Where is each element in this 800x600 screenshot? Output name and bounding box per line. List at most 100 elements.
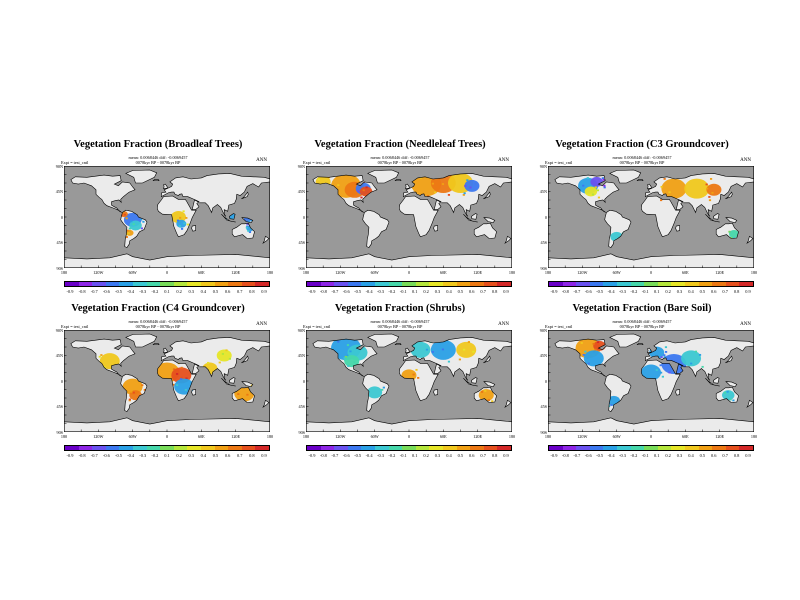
season-label: ANN — [256, 322, 267, 327]
map-stats: mean: 0.0068446 diff: -0.0069457 — [612, 319, 672, 324]
anomaly-cell — [346, 344, 350, 346]
latitude-label: 45N — [539, 353, 547, 358]
longitude-label: 180 — [302, 270, 310, 275]
map-period: 0078kyr BP - 0078kyr BP — [619, 160, 665, 165]
colorbar-label: 0.6 — [224, 453, 231, 458]
map-period: 0078kyr BP - 0078kyr BP — [135, 160, 181, 165]
colorbar-swatch — [105, 446, 120, 450]
colorbar-swatch — [698, 446, 713, 450]
anomaly-cell — [100, 354, 103, 356]
colorbar-swatch — [415, 282, 430, 286]
colorbar-swatch — [739, 446, 753, 450]
longitude-label: 180 — [750, 270, 758, 275]
colorbar-swatch — [725, 282, 740, 286]
colorbar-labels: -0.9 -0.8 -0.7 -0.6 -0.5 -0.4 -0.3 -0.2 -0.1 0.1 0… — [306, 289, 512, 297]
colorbar-label: 0.6 — [711, 289, 717, 294]
anomaly-cell — [248, 231, 252, 233]
anomaly-cell — [176, 219, 180, 222]
anomaly-cell — [466, 179, 469, 182]
colorbar-label: -0.4 — [365, 453, 373, 458]
colorbar-label: -0.8 — [78, 289, 86, 294]
longitude-label: 60E — [197, 270, 205, 275]
colorbar-swatch — [616, 446, 631, 450]
colorbar-label: -0.5 — [596, 453, 604, 458]
colorbar-label: 0.2 — [176, 289, 182, 294]
anomaly-cell — [130, 220, 133, 223]
map-stats: mean: 0.0068446 diff: -0.0069457 — [612, 155, 672, 160]
colorbar-swatch — [374, 446, 389, 450]
anomaly-cell — [431, 351, 434, 353]
coastlines — [64, 333, 270, 432]
anomaly-cell — [596, 189, 600, 192]
anomaly-cell — [419, 176, 423, 179]
colorbar — [64, 281, 270, 287]
anomaly-cell — [732, 237, 735, 239]
anomaly-cell — [463, 192, 466, 195]
anomaly-cell — [592, 342, 595, 345]
colorbar-swatch — [255, 446, 269, 450]
experiment-label: Expt = test_cntl — [61, 324, 89, 329]
latitude-label: 0 — [544, 214, 547, 220]
colorbar-label: -0.2 — [388, 453, 396, 458]
colorbar-swatch — [187, 282, 201, 286]
anomaly-cell — [462, 348, 466, 351]
colorbar-swatch — [562, 446, 577, 450]
map-svg — [306, 330, 512, 432]
colorbar-label: -0.8 — [561, 289, 569, 294]
latitude-label: 90S — [540, 265, 547, 271]
latitude-label: 45N — [55, 353, 63, 358]
colorbar — [548, 281, 754, 287]
colorbar-label: -0.9 — [308, 289, 316, 294]
colorbar-labels: -0.9 -0.8 -0.7 -0.6 -0.5 -0.4 -0.3 -0.2 0.1 0.2 0.… — [64, 453, 270, 461]
anomaly-cell — [178, 225, 181, 227]
colorbar-swatch — [657, 446, 672, 450]
colorbar-label: 0.6 — [711, 453, 717, 458]
map-svg — [64, 330, 270, 432]
world-map — [64, 330, 270, 432]
anomaly-cell — [410, 341, 431, 358]
colorbar-swatch — [698, 282, 713, 286]
colorbar-swatch — [589, 282, 604, 286]
colorbar-swatch — [214, 282, 229, 286]
colorbar-label: 0.8 — [249, 453, 255, 458]
latitude-label: 90S — [540, 429, 547, 435]
anomaly-cell — [458, 358, 461, 361]
season-label: ANN — [740, 158, 751, 163]
anomaly-cell — [708, 196, 711, 198]
anomaly-cell — [357, 190, 360, 193]
anomaly-cell — [184, 389, 187, 391]
anomaly-cell — [128, 398, 131, 401]
anomaly-cell — [487, 399, 491, 402]
colorbar-label: 0.3 — [188, 453, 195, 458]
anomaly-cell — [182, 210, 185, 213]
longitude-label: 60W — [128, 434, 137, 439]
colorbar-swatch — [132, 282, 147, 286]
colorbar-label: 0.2 — [176, 453, 182, 458]
colorbar-swatch — [255, 282, 269, 286]
colorbar-swatch — [146, 282, 161, 286]
colorbar-label: -0.9 — [550, 453, 558, 458]
colorbar-label: -0.1 — [399, 453, 407, 458]
latitude-label: 45N — [297, 189, 305, 194]
colorbar-label: -0.3 — [139, 453, 147, 458]
latitude-label: 0 — [60, 214, 63, 220]
colorbar-label: -0.7 — [573, 289, 581, 294]
anomaly-cell — [594, 348, 597, 351]
colorbar-swatch — [616, 282, 631, 286]
map-title: Vegetation Fraction (Broadleaf Trees) — [73, 139, 243, 150]
anomaly-cell — [663, 178, 666, 180]
map-svg — [306, 166, 512, 268]
anomaly-cell — [132, 223, 135, 226]
longitude-label: 120W — [335, 434, 346, 439]
colorbar-swatch — [241, 446, 256, 450]
anomaly-cell — [221, 353, 225, 355]
anomaly-cell — [705, 183, 708, 186]
colorbar-swatch — [470, 282, 484, 286]
longitude-label: 120W — [335, 270, 346, 275]
colorbar-label: 0.1 — [411, 289, 418, 294]
anomaly-cell — [660, 371, 663, 374]
anomaly-cell — [218, 361, 221, 364]
colorbar-label: -0.9 — [550, 289, 558, 294]
colorbar-label: 0.2 — [423, 453, 429, 458]
colorbar-swatch — [307, 446, 321, 450]
